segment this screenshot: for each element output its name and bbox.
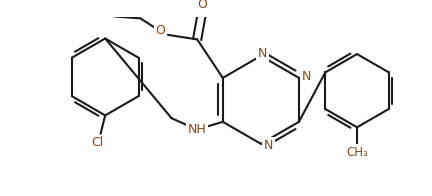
Text: CH₃: CH₃ bbox=[346, 146, 368, 159]
Text: Cl: Cl bbox=[92, 136, 104, 149]
Text: NH: NH bbox=[188, 123, 206, 136]
Text: N: N bbox=[264, 139, 273, 152]
Text: O: O bbox=[198, 0, 208, 11]
Text: N: N bbox=[302, 70, 311, 83]
Text: O: O bbox=[156, 24, 165, 37]
Text: N: N bbox=[258, 47, 267, 60]
